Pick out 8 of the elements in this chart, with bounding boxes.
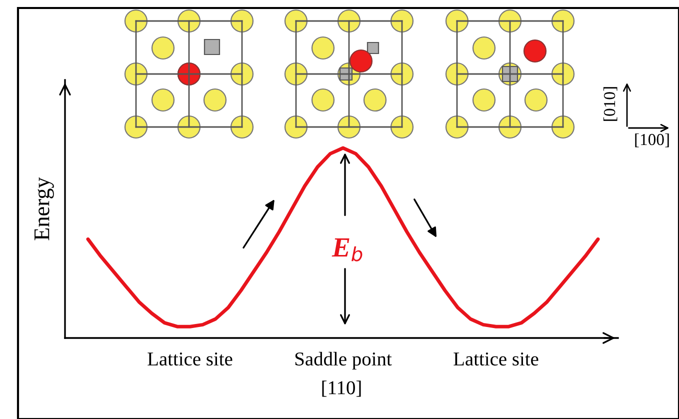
x-tick-label: Lattice site (148, 352, 232, 366)
x-tick-label: Lattice site (454, 352, 538, 366)
annotation: E$_{b}$ (332, 238, 362, 262)
y-axis-title: Energy (34, 177, 54, 240)
x-tick-label: Saddle point (295, 352, 392, 370)
text: [010] (603, 87, 618, 121)
x-axis-title: [110] (322, 380, 361, 397)
text: [100] (635, 133, 669, 148)
